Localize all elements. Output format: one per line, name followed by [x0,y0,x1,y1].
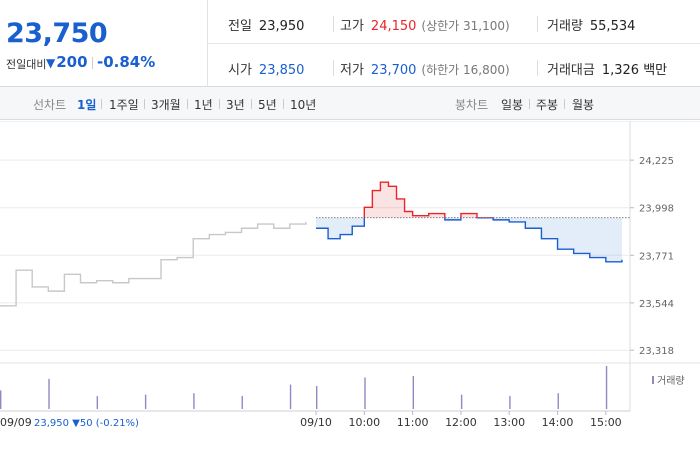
high-label: 고가 [340,19,364,34]
divider [101,99,102,109]
current-price: 23,750 [6,18,108,49]
low-price: 저가 23,700 (하한가 16,800) [340,59,510,78]
volume-value: 55,534 [589,19,636,34]
y-tick-label: 23,544 [639,299,674,310]
x-tick-label: 09/09 [0,416,32,429]
volume-bar [289,384,292,409]
divider [144,99,145,109]
open-label: 시가 [228,63,252,78]
divider [529,99,530,109]
tab-1w[interactable]: 1주일 [109,98,139,112]
volume-label: 거래량 [547,19,583,34]
volume-bar [193,393,195,409]
quote-header: 23,750 전일대비 ▼200 -0.84% 전일 23,950 고가 24,15… [0,0,700,87]
series-line-09-10-down [316,217,623,263]
x-tick-label: 12:00 [445,416,477,429]
divider [283,99,284,109]
volume-bar [460,394,463,409]
series-line-09-10-up [363,181,494,218]
divider [333,16,334,32]
x-tick-label: 10:00 [348,416,380,429]
divider [92,57,93,69]
tab-5y[interactable]: 5년 [258,98,277,112]
price-box: 23,750 전일대비 ▼200 -0.84% [0,0,208,87]
volume-bar [557,393,559,409]
y-tick-label: 23,998 [639,204,674,215]
trade-amount: 거래대금 1,326 백만 [547,59,667,78]
change-percent: -0.84% [97,53,156,71]
divider [564,99,565,109]
x-tick-label: 11:00 [397,416,429,429]
row-divider [208,43,700,44]
candle-chart-label: 봉차트 [455,98,489,112]
divider [537,60,538,76]
volume-bar [364,377,366,409]
volume-bar [605,366,608,409]
amount-label: 거래대금 [547,63,595,78]
down-triangle-icon: ▼ [46,56,56,70]
prev-day-pct: (-0.21%) [96,418,139,429]
prev-day-summary: 23,950 ▼50 (-0.21%) [34,418,139,429]
divider [187,99,188,109]
volume-bar [144,394,147,409]
open-price: 시가 23,850 [228,59,304,78]
volume-bar [412,376,415,409]
volume-bar [316,386,318,409]
divider [333,60,334,76]
tab-1d[interactable]: 1일 [77,98,97,112]
tab-weekly[interactable]: 주봉 [536,98,559,112]
series-line-09-09 [0,221,307,307]
area-above-prev-close [364,182,478,218]
volume-bar [48,378,50,409]
low-value: 23,700 [370,63,417,78]
open-value: 23,850 [258,63,305,78]
lower-limit: (하한가 16,800) [421,63,510,77]
area-below-prev-close [316,217,622,262]
tab-10y[interactable]: 10년 [290,98,317,112]
tab-monthly[interactable]: 월봉 [572,98,595,112]
volume: 거래량 55,534 [547,15,635,34]
y-tick-label: 23,771 [639,251,674,262]
y-tick-label: 24,225 [639,156,674,167]
low-label: 저가 [340,63,364,78]
down-triangle-icon: ▼ [72,418,80,429]
x-tick-label: 09/10 [300,416,332,429]
tab-1y[interactable]: 1년 [194,98,213,112]
x-tick-label: 13:00 [493,416,525,429]
x-tick-label: 15:00 [590,416,622,429]
tab-3y[interactable]: 3년 [226,98,245,112]
divider [219,99,220,109]
change-amount-value: 200 [56,53,88,71]
divider [251,99,252,109]
prev-close-value: 23,950 [258,19,305,34]
volume-bar [96,396,99,409]
volume-legend-swatch [652,376,654,384]
price-chart[interactable]: 24,225 23,998 23,771 23,544 23,318 거래량 09/09 09… [0,121,700,450]
prev-day-change: 50 [80,418,96,429]
high-price: 고가 24,150 (상한가 31,100) [340,15,510,34]
volume-bar [241,396,243,409]
upper-limit: (상한가 31,100) [421,19,510,33]
divider [537,16,538,32]
chart-canvas: 24,225 23,998 23,771 23,544 23,318 거래량 09/09 09… [0,121,700,429]
tab-daily[interactable]: 일봉 [501,98,524,112]
volume-legend-label: 거래량 [657,375,685,387]
volume-bar [509,396,511,409]
prev-close-label: 전일 [228,19,252,34]
y-tick-label: 23,318 [639,346,674,357]
x-tick-label: 14:00 [542,416,574,429]
change-label: 전일대비 [6,58,47,71]
tab-3m[interactable]: 3개월 [151,98,181,112]
change-amount: ▼200 [46,53,88,71]
high-value: 24,150 [370,19,417,34]
prev-close: 전일 23,950 [228,15,304,34]
amount-value: 1,326 백만 [601,63,668,78]
line-chart-label: 선차트 [33,98,67,112]
period-tabs: 선차트 1일 1주일 3개월 1년 3년 5년 10년 봉차트 일봉 주봉 월봉 [0,87,700,120]
volume-bar [0,390,2,409]
prev-day-close: 23,950 [34,418,72,429]
